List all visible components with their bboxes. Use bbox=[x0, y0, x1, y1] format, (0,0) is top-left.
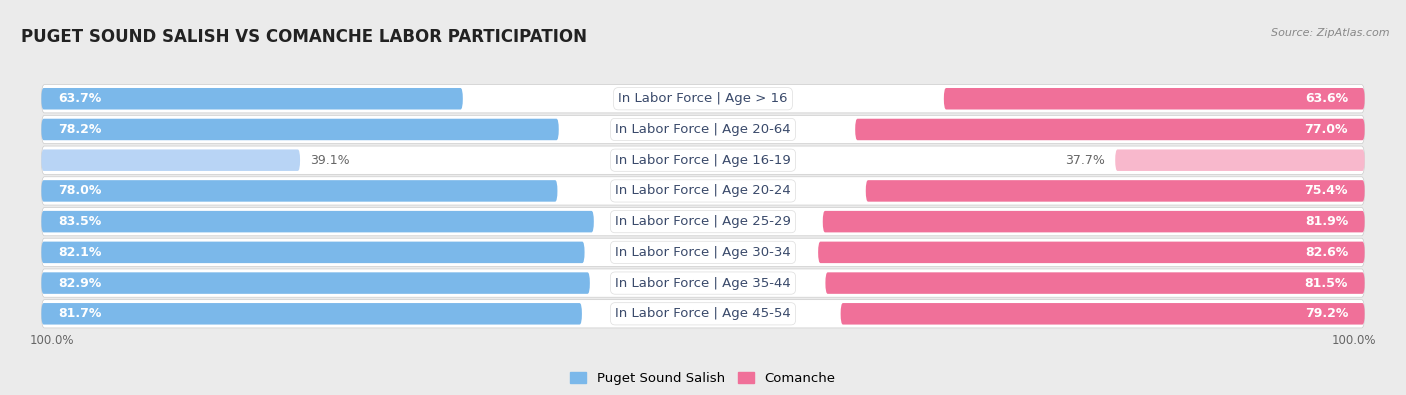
Text: 79.2%: 79.2% bbox=[1305, 307, 1348, 320]
Text: In Labor Force | Age 16-19: In Labor Force | Age 16-19 bbox=[616, 154, 790, 167]
Legend: Puget Sound Salish, Comanche: Puget Sound Salish, Comanche bbox=[571, 372, 835, 385]
FancyBboxPatch shape bbox=[855, 119, 1365, 140]
Text: 81.9%: 81.9% bbox=[1305, 215, 1348, 228]
Text: In Labor Force | Age 20-64: In Labor Force | Age 20-64 bbox=[616, 123, 790, 136]
FancyBboxPatch shape bbox=[41, 211, 593, 232]
Text: 81.7%: 81.7% bbox=[58, 307, 101, 320]
Text: 82.1%: 82.1% bbox=[58, 246, 101, 259]
FancyBboxPatch shape bbox=[41, 115, 1365, 144]
FancyBboxPatch shape bbox=[943, 88, 1365, 109]
FancyBboxPatch shape bbox=[866, 180, 1365, 202]
FancyBboxPatch shape bbox=[41, 242, 585, 263]
Text: 78.0%: 78.0% bbox=[58, 184, 101, 198]
FancyBboxPatch shape bbox=[41, 85, 1365, 113]
Text: 82.9%: 82.9% bbox=[58, 276, 101, 290]
Text: 81.5%: 81.5% bbox=[1305, 276, 1348, 290]
Text: In Labor Force | Age > 16: In Labor Force | Age > 16 bbox=[619, 92, 787, 105]
FancyBboxPatch shape bbox=[41, 180, 557, 202]
FancyBboxPatch shape bbox=[825, 272, 1365, 294]
FancyBboxPatch shape bbox=[1115, 149, 1365, 171]
Text: 100.0%: 100.0% bbox=[30, 334, 75, 347]
Text: 83.5%: 83.5% bbox=[58, 215, 101, 228]
FancyBboxPatch shape bbox=[818, 242, 1365, 263]
Text: 37.7%: 37.7% bbox=[1066, 154, 1105, 167]
Text: 82.6%: 82.6% bbox=[1305, 246, 1348, 259]
FancyBboxPatch shape bbox=[823, 211, 1365, 232]
Text: In Labor Force | Age 45-54: In Labor Force | Age 45-54 bbox=[616, 307, 790, 320]
FancyBboxPatch shape bbox=[841, 303, 1365, 325]
Text: In Labor Force | Age 30-34: In Labor Force | Age 30-34 bbox=[616, 246, 790, 259]
FancyBboxPatch shape bbox=[41, 269, 1365, 297]
Text: 63.7%: 63.7% bbox=[58, 92, 101, 105]
FancyBboxPatch shape bbox=[41, 149, 299, 171]
FancyBboxPatch shape bbox=[41, 272, 591, 294]
Text: In Labor Force | Age 20-24: In Labor Force | Age 20-24 bbox=[616, 184, 790, 198]
Text: PUGET SOUND SALISH VS COMANCHE LABOR PARTICIPATION: PUGET SOUND SALISH VS COMANCHE LABOR PAR… bbox=[21, 28, 588, 46]
FancyBboxPatch shape bbox=[41, 177, 1365, 205]
FancyBboxPatch shape bbox=[41, 207, 1365, 236]
FancyBboxPatch shape bbox=[41, 303, 582, 325]
Text: 75.4%: 75.4% bbox=[1305, 184, 1348, 198]
Text: 39.1%: 39.1% bbox=[309, 154, 350, 167]
Text: 77.0%: 77.0% bbox=[1305, 123, 1348, 136]
Text: 100.0%: 100.0% bbox=[1331, 334, 1376, 347]
Text: 78.2%: 78.2% bbox=[58, 123, 101, 136]
FancyBboxPatch shape bbox=[41, 238, 1365, 267]
FancyBboxPatch shape bbox=[41, 300, 1365, 328]
FancyBboxPatch shape bbox=[41, 146, 1365, 174]
Text: Source: ZipAtlas.com: Source: ZipAtlas.com bbox=[1271, 28, 1389, 38]
Text: In Labor Force | Age 25-29: In Labor Force | Age 25-29 bbox=[614, 215, 792, 228]
FancyBboxPatch shape bbox=[41, 119, 558, 140]
Text: In Labor Force | Age 35-44: In Labor Force | Age 35-44 bbox=[616, 276, 790, 290]
FancyBboxPatch shape bbox=[41, 88, 463, 109]
Text: 63.6%: 63.6% bbox=[1305, 92, 1348, 105]
